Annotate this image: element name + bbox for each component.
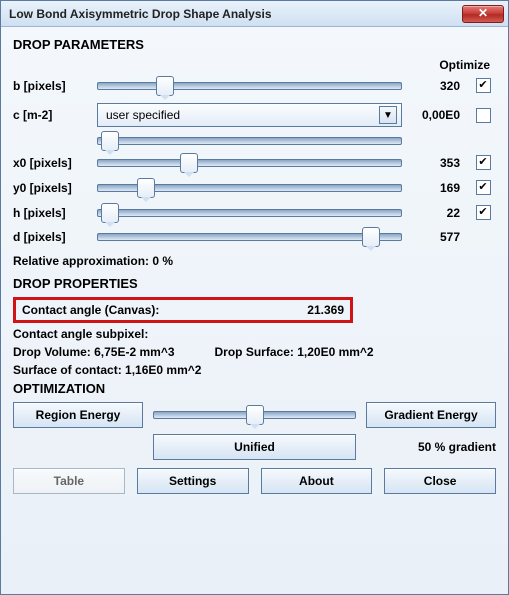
- contact-angle-canvas-label: Contact angle (Canvas):: [22, 303, 159, 317]
- label-b: b [pixels]: [13, 79, 91, 93]
- value-y0: 169: [408, 181, 464, 195]
- label-d: d [pixels]: [13, 230, 91, 244]
- optimization-row-1: Region Energy Gradient Energy: [13, 402, 496, 428]
- optimize-column-header: Optimize: [13, 58, 496, 72]
- slider-thumb-optimization[interactable]: [246, 405, 264, 425]
- value-x0: 353: [408, 156, 464, 170]
- value-b: 320: [408, 79, 464, 93]
- slider-thumb-x0[interactable]: [180, 153, 198, 173]
- optimize-checkbox-h[interactable]: ✔: [476, 205, 491, 220]
- region-energy-button[interactable]: Region Energy: [13, 402, 143, 428]
- drop-volume: Drop Volume: 6,75E-2 mm^3: [13, 345, 175, 359]
- table-button[interactable]: Table: [13, 468, 125, 494]
- about-button[interactable]: About: [261, 468, 373, 494]
- volume-surface-row: Drop Volume: 6,75E-2 mm^3 Drop Surface: …: [13, 345, 496, 359]
- label-y0: y0 [pixels]: [13, 181, 91, 195]
- label-h: h [pixels]: [13, 206, 91, 220]
- value-h: 22: [408, 206, 464, 220]
- label-c: c [m-2]: [13, 108, 91, 122]
- param-row-d: d [pixels] 577: [13, 230, 496, 244]
- gradient-energy-button[interactable]: Gradient Energy: [366, 402, 496, 428]
- slider-d[interactable]: [97, 233, 402, 241]
- window-close-button[interactable]: ✕: [462, 5, 504, 23]
- section-drop-parameters: DROP PARAMETERS: [13, 37, 496, 52]
- relative-approximation: Relative approximation: 0 %: [13, 254, 496, 268]
- label-x0: x0 [pixels]: [13, 156, 91, 170]
- slider-y0[interactable]: [97, 184, 402, 192]
- optimization-row-2: Unified 50 % gradient: [13, 434, 496, 460]
- param-row-h: h [pixels] 22 ✔: [13, 205, 496, 220]
- drop-surface: Drop Surface: 1,20E0 mm^2: [215, 345, 374, 359]
- rel-approx-label: Relative approximation:: [13, 254, 149, 268]
- slider-thumb-y0[interactable]: [137, 178, 155, 198]
- contact-angle-canvas-highlight: Contact angle (Canvas): 21.369: [13, 297, 353, 323]
- slider-thumb-b[interactable]: [156, 76, 174, 96]
- contact-angle-subpixel-label: Contact angle subpixel:: [13, 327, 148, 341]
- slider-h[interactable]: [97, 209, 402, 217]
- combo-c-text: user specified: [106, 108, 180, 122]
- bottom-button-row: Table Settings About Close: [13, 468, 496, 494]
- slider-optimization[interactable]: [153, 411, 356, 419]
- titlebar: Low Bond Axisymmetric Drop Shape Analysi…: [1, 1, 508, 27]
- optimize-checkbox-x0[interactable]: ✔: [476, 155, 491, 170]
- section-optimization: OPTIMIZATION: [13, 381, 496, 396]
- value-d: 577: [408, 230, 464, 244]
- surface-of-contact: Surface of contact: 1,16E0 mm^2: [13, 363, 496, 377]
- content-area: DROP PARAMETERS Optimize b [pixels] 320 …: [1, 27, 508, 502]
- gradient-percent-label: 50 % gradient: [366, 440, 496, 454]
- optimize-checkbox-c[interactable]: [476, 108, 491, 123]
- settings-button[interactable]: Settings: [137, 468, 249, 494]
- param-row-c: c [m-2] user specified ▼ 0,00E0: [13, 103, 496, 127]
- optimize-checkbox-b[interactable]: ✔: [476, 78, 491, 93]
- slider-thumb-c[interactable]: [101, 131, 119, 151]
- close-button[interactable]: Close: [384, 468, 496, 494]
- value-c: 0,00E0: [408, 108, 464, 122]
- slider-x0[interactable]: [97, 159, 402, 167]
- unified-button[interactable]: Unified: [153, 434, 356, 460]
- chevron-down-icon[interactable]: ▼: [379, 106, 397, 124]
- window-title: Low Bond Axisymmetric Drop Shape Analysi…: [9, 7, 272, 21]
- section-drop-properties: DROP PROPERTIES: [13, 276, 496, 291]
- param-row-c-slider: [13, 137, 496, 145]
- slider-thumb-d[interactable]: [362, 227, 380, 247]
- optimize-checkbox-y0[interactable]: ✔: [476, 180, 491, 195]
- combo-c[interactable]: user specified ▼: [97, 103, 402, 127]
- contact-angle-canvas-value: 21.369: [307, 303, 344, 317]
- rel-approx-value: 0 %: [152, 254, 173, 268]
- close-icon: ✕: [478, 6, 488, 20]
- contact-angle-subpixel: Contact angle subpixel:: [13, 327, 496, 341]
- slider-c[interactable]: [97, 137, 402, 145]
- app-window: Low Bond Axisymmetric Drop Shape Analysi…: [0, 0, 509, 595]
- param-row-y0: y0 [pixels] 169 ✔: [13, 180, 496, 195]
- param-row-x0: x0 [pixels] 353 ✔: [13, 155, 496, 170]
- slider-thumb-h[interactable]: [101, 203, 119, 223]
- param-row-b: b [pixels] 320 ✔: [13, 78, 496, 93]
- slider-b[interactable]: [97, 82, 402, 90]
